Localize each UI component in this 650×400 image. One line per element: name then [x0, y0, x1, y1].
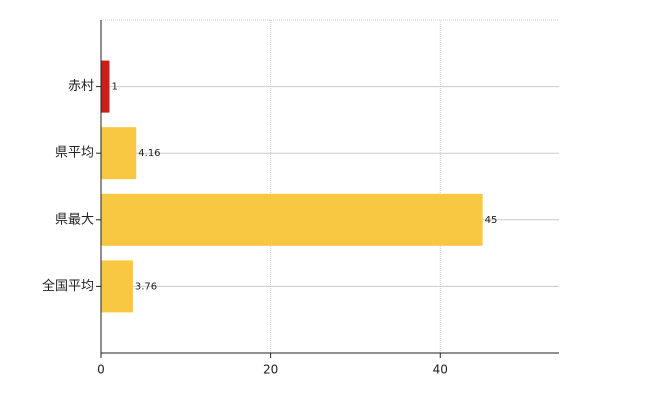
y-tick-label: 全国平均 [42, 278, 94, 294]
x-tick-label: 40 [433, 363, 448, 377]
value-label: 1 [111, 82, 117, 93]
y-tick-label: 県平均 [55, 146, 94, 161]
value-label: 45 [485, 215, 498, 226]
bar [101, 260, 133, 313]
x-tick-label: 0 [97, 363, 105, 377]
y-tick-label: 赤村 [68, 79, 94, 94]
x-tick-label: 20 [263, 363, 278, 377]
bar [101, 127, 137, 180]
bar [101, 60, 110, 113]
bar [101, 193, 483, 246]
value-label: 4.16 [138, 148, 160, 159]
value-label: 3.76 [135, 281, 157, 292]
y-tick-label: 県最大 [55, 212, 94, 227]
